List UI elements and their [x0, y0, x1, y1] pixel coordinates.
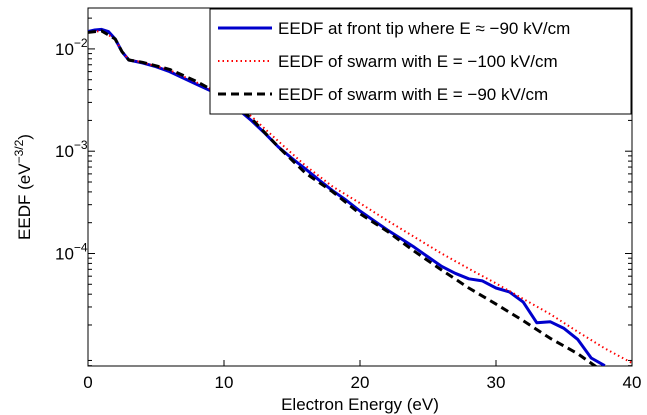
series-layer	[88, 27, 632, 366]
legend: EEDF at front tip where E ≈ −90 kV/cm EED…	[209, 8, 632, 115]
y-axis-label-exponent: −3/2	[12, 139, 26, 163]
x-tick-label: 20	[351, 373, 370, 392]
y-tick-base: 10	[55, 40, 74, 59]
x-tick-label: 0	[83, 373, 92, 392]
legend-label-1: EEDF at front tip where E ≈ −90 kV/cm	[278, 19, 570, 38]
y-tick-exponent: −2	[74, 36, 88, 50]
y-tick-exponent: −3	[74, 138, 88, 152]
y-axis-label: EEDF (eV−3/2)	[12, 134, 34, 240]
y-axis-label-base: EEDF (eV	[15, 163, 34, 240]
y-tick-base: 10	[55, 244, 74, 263]
x-tick-label: 30	[487, 373, 506, 392]
y-tick-label: 10−4	[55, 240, 88, 263]
legend-label-2: EEDF of swarm with E = −100 kV/cm	[278, 52, 558, 71]
y-axis-label-close: )	[15, 134, 34, 140]
x-tick-label: 10	[215, 373, 234, 392]
x-axis-label: Electron Energy (eV)	[281, 395, 439, 414]
legend-label-3: EEDF of swarm with E = −90 kV/cm	[278, 85, 548, 104]
series-line-3	[88, 29, 598, 366]
y-tick-exponent: −4	[74, 240, 88, 254]
y-tick-label: 10−3	[55, 138, 88, 161]
x-tick-label: 40	[623, 373, 642, 392]
y-tick-label: 10−2	[55, 36, 88, 59]
y-tick-base: 10	[55, 142, 74, 161]
legend-box	[209, 8, 632, 115]
